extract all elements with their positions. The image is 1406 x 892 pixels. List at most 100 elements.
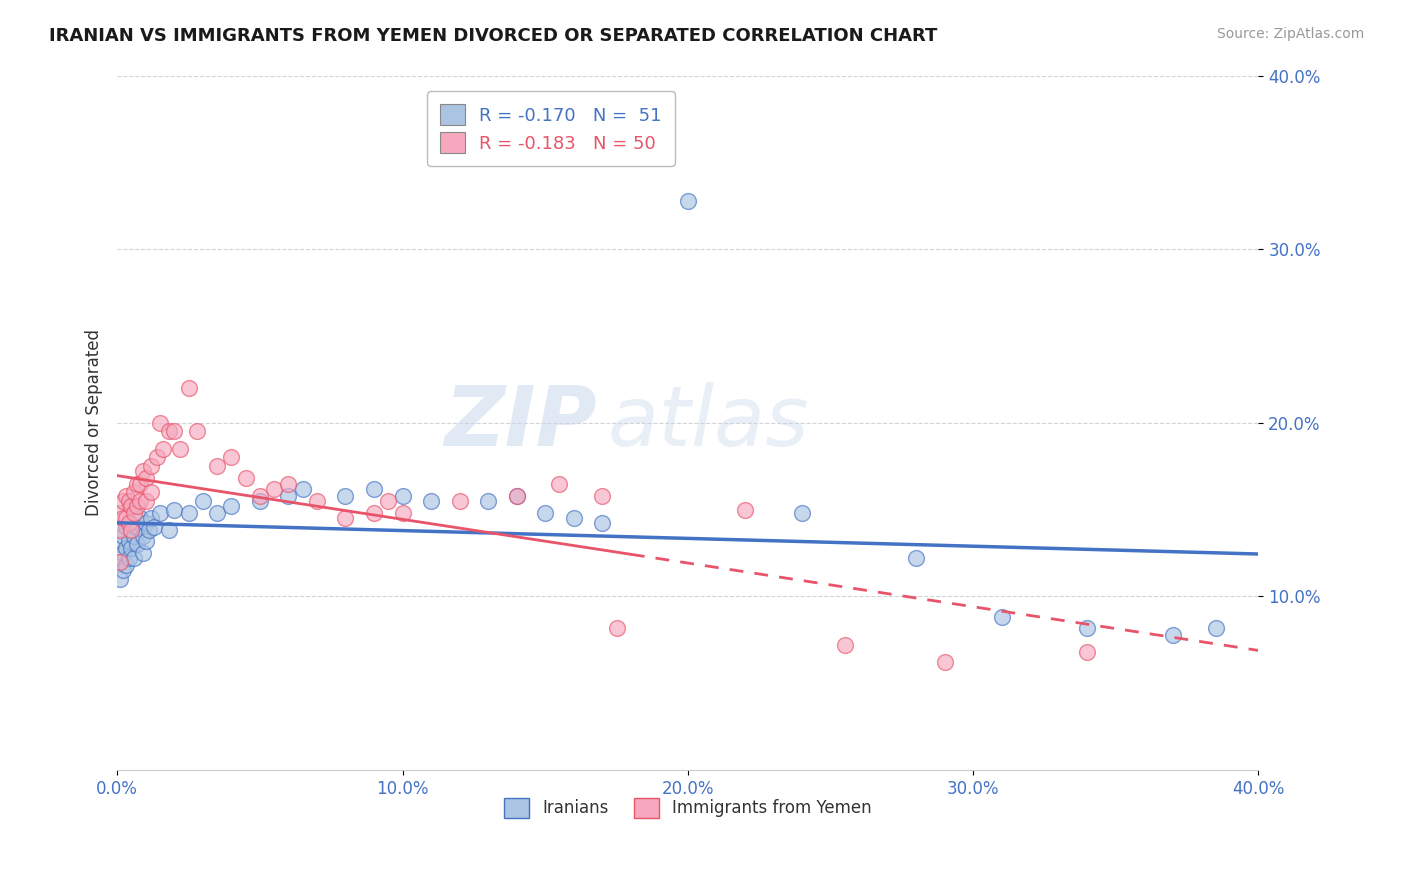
Point: [191, 494, 214, 508]
Point: [135, 494, 157, 508]
Point: [132, 546, 155, 560]
Point: [111, 528, 134, 542]
Point: [152, 442, 174, 456]
Point: [127, 520, 149, 534]
Point: [111, 563, 134, 577]
Point: [135, 471, 157, 485]
Point: [129, 476, 152, 491]
Point: [132, 464, 155, 478]
Point: [790, 506, 813, 520]
Point: [120, 524, 142, 538]
Point: [177, 381, 200, 395]
Point: [1161, 627, 1184, 641]
Point: [149, 506, 172, 520]
Point: [534, 506, 557, 520]
Point: [905, 551, 928, 566]
Point: [132, 528, 155, 542]
Point: [143, 520, 166, 534]
Point: [141, 459, 163, 474]
Point: [149, 416, 172, 430]
Point: [108, 524, 131, 538]
Point: [124, 485, 146, 500]
Point: [477, 494, 499, 508]
Point: [591, 489, 613, 503]
Point: [221, 499, 243, 513]
Point: [605, 621, 627, 635]
Point: [111, 494, 134, 508]
Point: [157, 524, 180, 538]
Point: [449, 494, 471, 508]
Point: [335, 489, 357, 503]
Point: [111, 511, 134, 525]
Point: [676, 194, 699, 208]
Text: atlas: atlas: [607, 383, 810, 463]
Point: [114, 541, 136, 555]
Point: [548, 476, 571, 491]
Point: [990, 610, 1012, 624]
Point: [277, 489, 299, 503]
Point: [163, 502, 186, 516]
Text: Source: ZipAtlas.com: Source: ZipAtlas.com: [1216, 27, 1364, 41]
Point: [221, 450, 243, 465]
Point: [1205, 621, 1227, 635]
Point: [305, 494, 328, 508]
Point: [391, 506, 413, 520]
Point: [377, 494, 399, 508]
Point: [135, 533, 157, 548]
Point: [391, 489, 413, 503]
Point: [562, 511, 585, 525]
Point: [834, 638, 856, 652]
Point: [120, 524, 142, 538]
Point: [127, 537, 149, 551]
Point: [124, 528, 146, 542]
Point: [146, 450, 169, 465]
Point: [505, 489, 527, 503]
Point: [363, 506, 385, 520]
Point: [177, 506, 200, 520]
Point: [124, 551, 146, 566]
Point: [111, 546, 134, 560]
Point: [129, 494, 152, 508]
Point: [186, 425, 208, 439]
Point: [108, 537, 131, 551]
Point: [117, 533, 139, 548]
Point: [114, 558, 136, 573]
Point: [505, 489, 527, 503]
Point: [277, 476, 299, 491]
Y-axis label: Divorced or Separated: Divorced or Separated: [86, 329, 103, 516]
Point: [249, 489, 271, 503]
Point: [205, 506, 228, 520]
Point: [157, 425, 180, 439]
Point: [591, 516, 613, 531]
Point: [291, 482, 314, 496]
Point: [1076, 621, 1098, 635]
Point: [127, 499, 149, 513]
Legend: Iranians, Immigrants from Yemen: Iranians, Immigrants from Yemen: [498, 791, 879, 824]
Point: [138, 524, 160, 538]
Point: [120, 499, 142, 513]
Point: [108, 555, 131, 569]
Point: [108, 572, 131, 586]
Point: [124, 506, 146, 520]
Point: [249, 494, 271, 508]
Point: [205, 459, 228, 474]
Point: [1076, 645, 1098, 659]
Point: [114, 489, 136, 503]
Point: [108, 506, 131, 520]
Text: IRANIAN VS IMMIGRANTS FROM YEMEN DIVORCED OR SEPARATED CORRELATION CHART: IRANIAN VS IMMIGRANTS FROM YEMEN DIVORCE…: [49, 27, 938, 45]
Point: [420, 494, 443, 508]
Point: [108, 555, 131, 569]
Point: [141, 511, 163, 525]
Point: [363, 482, 385, 496]
Text: ZIP: ZIP: [444, 383, 596, 463]
Point: [263, 482, 285, 496]
Point: [114, 520, 136, 534]
Point: [117, 494, 139, 508]
Point: [120, 541, 142, 555]
Point: [734, 502, 756, 516]
Point: [335, 511, 357, 525]
Point: [163, 425, 186, 439]
Point: [114, 511, 136, 525]
Point: [117, 516, 139, 531]
Point: [127, 476, 149, 491]
